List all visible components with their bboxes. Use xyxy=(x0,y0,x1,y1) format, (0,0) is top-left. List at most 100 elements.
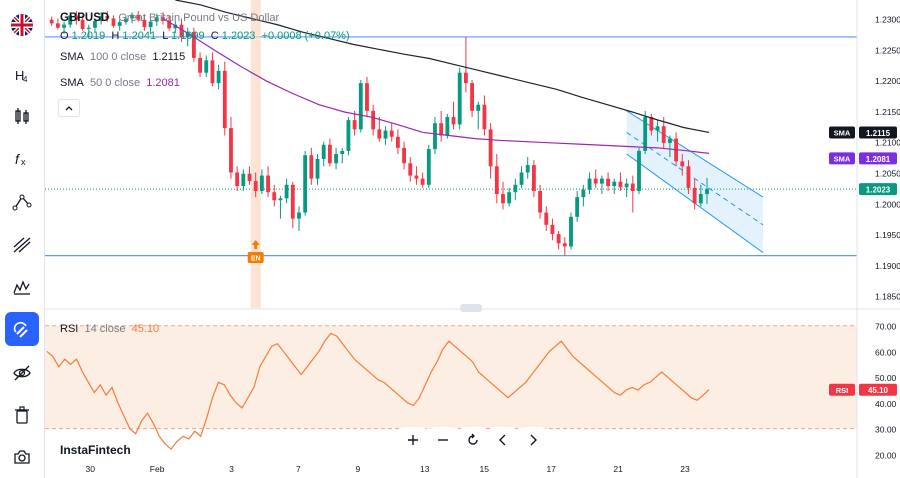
axes xyxy=(45,0,900,478)
event-marker[interactable]: EN xyxy=(247,0,264,308)
sma50-legend[interactable]: SMA 50 0 close 1.2081 xyxy=(60,77,180,89)
reset-icon xyxy=(468,433,478,445)
price-chart[interactable]: EN 1.23001.22501.22001.21501.21001.20501… xyxy=(45,0,900,478)
candle-body xyxy=(587,178,592,190)
candle-body xyxy=(204,60,209,73)
last-price-tag-box xyxy=(859,183,897,196)
screenshot-icon[interactable] xyxy=(5,440,39,474)
candle-body xyxy=(334,154,338,164)
zoom-in-button[interactable] xyxy=(400,427,426,453)
high-value: 1.2041 xyxy=(122,30,157,42)
sma100-price-tag-box xyxy=(859,126,897,139)
chevron-left-icon xyxy=(499,434,506,446)
sma100-legend[interactable]: SMA 100 0 close 1.2115 xyxy=(60,51,185,63)
candle-body xyxy=(259,175,264,191)
candle-body xyxy=(167,20,172,29)
candle-body xyxy=(346,120,351,151)
candle-body xyxy=(247,173,252,182)
fib-tools-icon[interactable] xyxy=(5,228,39,262)
sma100-price-tag-name: SMA xyxy=(834,129,851,138)
candle-body xyxy=(62,24,66,28)
candle-body xyxy=(643,117,648,151)
candle-body xyxy=(222,70,227,129)
candle-type-icon[interactable] xyxy=(5,99,39,133)
collapse-legend-button[interactable] xyxy=(58,99,80,117)
rsi-pane xyxy=(45,325,857,430)
gbp-usd-flag-icon[interactable] xyxy=(11,14,33,36)
candle-body xyxy=(377,129,382,139)
zoom-out-button[interactable] xyxy=(430,427,456,453)
candle-body xyxy=(389,130,394,137)
candle-body xyxy=(408,163,413,176)
sma-lines xyxy=(162,0,710,154)
price-tick-label: 1.2250 xyxy=(875,45,900,55)
magnet-icon[interactable] xyxy=(5,312,39,346)
sma100-params: 100 0 close xyxy=(89,51,147,63)
svg-text:f: f xyxy=(15,151,21,167)
svg-text:4: 4 xyxy=(23,75,28,84)
candle-body xyxy=(538,190,542,213)
sma100-value: 1.2115 xyxy=(152,51,186,63)
candle-body xyxy=(154,17,159,22)
rsi-value-tag: RSI 45.10 xyxy=(829,383,897,396)
candle-body xyxy=(686,166,691,188)
candle-body xyxy=(229,128,233,173)
sma100-price-tag: SMA 1.2115 xyxy=(829,126,897,139)
scroll-left-button[interactable] xyxy=(490,427,516,453)
svg-text:H: H xyxy=(15,68,24,83)
candle-body xyxy=(309,155,314,179)
candle-body xyxy=(235,172,240,187)
candle-body xyxy=(414,175,419,179)
close-value: 1.2023 xyxy=(221,30,256,42)
event-badge-label: EN xyxy=(251,256,261,263)
candle-body xyxy=(278,198,283,201)
reset-button[interactable] xyxy=(460,427,486,453)
hide-drawings-icon[interactable] xyxy=(5,356,39,390)
candle-body xyxy=(327,144,332,164)
open-value: 1.2019 xyxy=(71,30,106,42)
candle-body xyxy=(624,183,629,188)
price-tick-label: 1.2050 xyxy=(875,168,900,178)
candle-body xyxy=(340,150,345,154)
last-price-tag-value: 1.2023 xyxy=(866,186,891,195)
x-tick-label: 13 xyxy=(420,464,430,474)
candle-body xyxy=(513,184,518,193)
delete-drawings-icon[interactable] xyxy=(5,398,39,432)
candle-body xyxy=(49,19,54,24)
drawing-tools-icon[interactable] xyxy=(5,186,39,220)
price-tick-label: 1.1850 xyxy=(875,292,900,302)
high-label: H xyxy=(111,30,120,42)
candle-body xyxy=(494,166,499,195)
candle-body xyxy=(680,161,685,167)
rsi-value-tag-value: 45.10 xyxy=(868,386,889,395)
patterns-icon[interactable] xyxy=(5,270,39,304)
zoom-controls xyxy=(400,427,546,453)
candle-body xyxy=(562,243,567,247)
channel-upper xyxy=(626,110,764,198)
axis-labels: 1.2300 1.2250 1.2200 1.2150 1.2100 1.2050 1.20… xyxy=(85,14,900,474)
rsi-legend[interactable]: RSI 14 close 45.10 xyxy=(60,323,159,335)
candle-body xyxy=(501,194,505,204)
candle-body xyxy=(358,83,363,130)
scroll-right-button[interactable] xyxy=(520,427,546,453)
candle-body xyxy=(457,72,462,125)
candle-body xyxy=(383,130,388,139)
rsi-tick-label: 60.00 xyxy=(875,347,897,357)
rsi-label: RSI xyxy=(60,323,79,335)
candle-body xyxy=(111,18,116,26)
candle-body xyxy=(569,216,573,247)
pane-resize-handle xyxy=(460,304,482,312)
x-tick-label: 17 xyxy=(546,464,556,474)
sma50-line xyxy=(162,17,710,154)
candle-body xyxy=(599,178,604,184)
candle-body xyxy=(352,120,357,130)
candle-body xyxy=(451,117,456,125)
candle-body xyxy=(185,32,190,37)
x-tick-label: 7 xyxy=(296,464,301,474)
candle-body xyxy=(630,183,635,191)
candle-body xyxy=(705,189,709,195)
symbol-legend: GBPUSD Great Britain Pound vs US Dollar xyxy=(60,12,279,24)
candle-body xyxy=(463,72,468,84)
